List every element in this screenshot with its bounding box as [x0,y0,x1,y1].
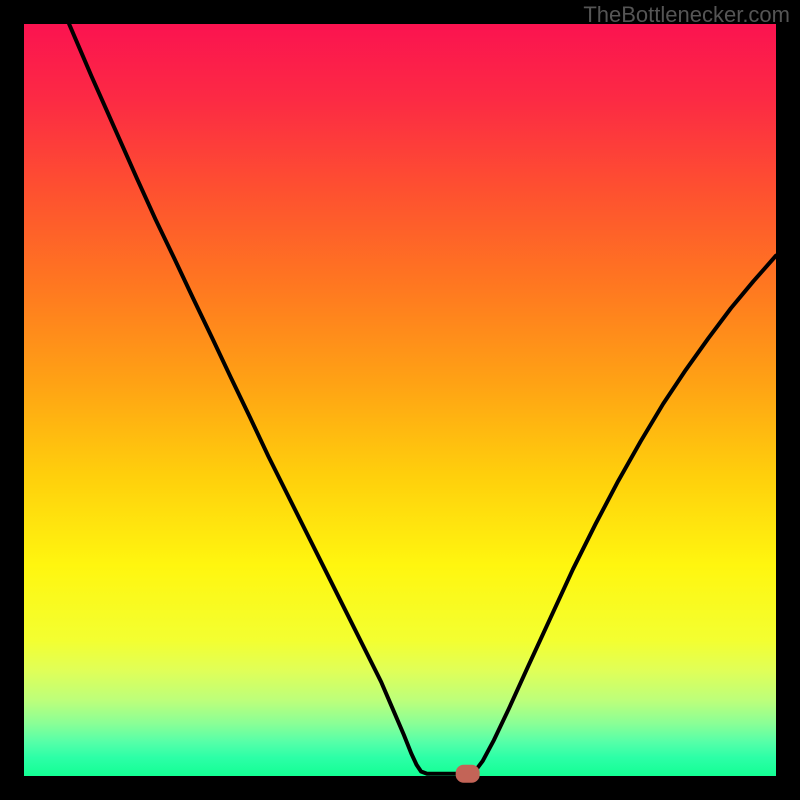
bottleneck-chart [0,0,800,800]
plot-background [24,24,776,776]
watermark-text: TheBottlenecker.com [583,2,790,28]
chart-frame: TheBottlenecker.com [0,0,800,800]
optimal-point-marker [456,765,480,783]
